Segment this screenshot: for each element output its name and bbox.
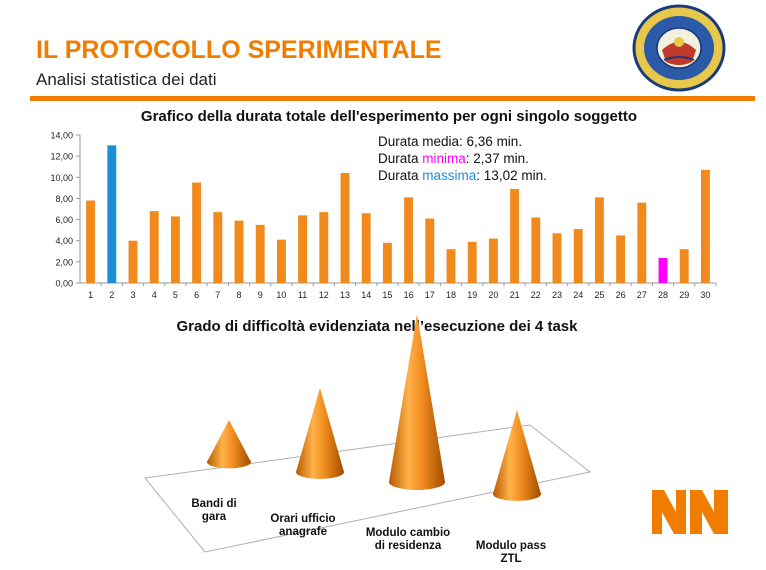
bar-subject-9 — [255, 224, 265, 283]
bar-subject-19 — [467, 241, 477, 283]
x-tick-label: 29 — [679, 290, 689, 300]
y-tick-label: 0,00 — [55, 279, 73, 289]
y-tick-label: 8,00 — [55, 194, 73, 204]
x-tick-label: 30 — [700, 290, 710, 300]
stat-minimum: Durata minima: 2,37 min. — [378, 151, 529, 166]
x-tick-label: 21 — [510, 290, 520, 300]
x-tick-label: 26 — [616, 290, 626, 300]
x-tick-label: 14 — [361, 290, 371, 300]
cone-4 — [493, 410, 541, 501]
stat-average-text: Durata media: 6,36 min. — [378, 134, 523, 149]
x-tick-label: 4 — [152, 290, 157, 300]
x-tick-label: 17 — [425, 290, 435, 300]
bar-subject-28 — [658, 257, 668, 283]
bar-subject-13 — [340, 173, 350, 283]
x-tick-label: 25 — [594, 290, 604, 300]
task-label-cambio-residenza: Modulo cambio di residenza — [365, 527, 451, 552]
bar-subject-18 — [446, 249, 456, 283]
x-tick-label: 13 — [340, 290, 350, 300]
stat-average: Durata media: 6,36 min. — [378, 134, 522, 149]
bar-subject-17 — [425, 218, 435, 283]
x-tick-label: 19 — [467, 290, 477, 300]
bar-subject-1 — [86, 200, 96, 283]
bar-subject-26 — [616, 235, 626, 283]
bar-subject-21 — [510, 188, 520, 283]
cone-3 — [389, 314, 445, 490]
x-tick-label: 23 — [552, 290, 562, 300]
x-tick-label: 7 — [215, 290, 220, 300]
bar-subject-16 — [404, 197, 414, 283]
stat-minimum-word: minima — [422, 151, 466, 166]
x-tick-label: 10 — [276, 290, 286, 300]
x-tick-label: 18 — [446, 290, 456, 300]
bar-subject-4 — [149, 211, 159, 283]
x-tick-label: 28 — [658, 290, 668, 300]
x-tick-label: 6 — [194, 290, 199, 300]
y-tick-label: 10,00 — [50, 173, 73, 183]
bar-subject-25 — [594, 197, 604, 283]
title-divider — [30, 96, 755, 101]
page-subtitle: Analisi statistica dei dati — [36, 70, 217, 89]
bar-subject-12 — [319, 212, 329, 283]
bar-subject-15 — [382, 242, 392, 283]
university-seal-logo — [632, 4, 726, 92]
stat-minimum-suffix: : 2,37 min. — [465, 151, 529, 166]
task-label-bandi: Bandi di gara — [191, 498, 237, 523]
x-tick-label: 24 — [573, 290, 583, 300]
bar-subject-3 — [128, 240, 138, 283]
task-label-orari: Orari ufficio anagrafe — [270, 513, 336, 538]
stat-maximum-suffix: : 13,02 min. — [476, 168, 547, 183]
cone-1 — [207, 420, 251, 469]
bar-subject-30 — [700, 169, 710, 283]
bar-subject-23 — [552, 233, 562, 283]
x-tick-label: 27 — [637, 290, 647, 300]
stat-maximum: Durata massima: 13,02 min. — [378, 168, 547, 183]
y-tick-label: 2,00 — [55, 257, 73, 267]
stat-maximum-prefix: Durata — [378, 168, 423, 183]
cone-chart-title: Grado di difficoltà evidenziata nell’ese… — [176, 318, 578, 335]
bar-subject-6 — [192, 182, 202, 283]
nn-logo — [652, 490, 728, 534]
bar-subject-8 — [234, 220, 244, 283]
x-tick-label: 1 — [88, 290, 93, 300]
bar-subject-22 — [531, 217, 541, 283]
bar-chart-title: Grafico della durata totale dell'esperim… — [140, 108, 638, 125]
bar-subject-7 — [213, 212, 223, 283]
bar-subject-27 — [637, 202, 647, 283]
x-tick-label: 16 — [404, 290, 414, 300]
bar-subject-20 — [488, 238, 498, 283]
stat-maximum-word: massima — [422, 168, 477, 183]
x-tick-label: 20 — [488, 290, 498, 300]
bar-subject-10 — [276, 239, 286, 283]
stat-minimum-prefix: Durata — [378, 151, 423, 166]
x-tick-label: 5 — [173, 290, 178, 300]
task-label-pass-ztl: Modulo pass ZTL — [475, 540, 547, 565]
bar-subject-14 — [361, 213, 371, 283]
x-tick-label: 22 — [531, 290, 541, 300]
x-tick-label: 2 — [109, 290, 114, 300]
x-tick-label: 8 — [236, 290, 241, 300]
x-tick-label: 11 — [298, 290, 307, 300]
bar-subject-2 — [107, 145, 117, 283]
cone-2 — [296, 388, 344, 479]
page-title: IL PROTOCOLLO SPERIMENTALE — [36, 36, 442, 64]
y-tick-label: 12,00 — [50, 152, 73, 162]
y-tick-label: 6,00 — [55, 215, 73, 225]
bar-subject-5 — [170, 216, 180, 283]
x-tick-label: 9 — [258, 290, 263, 300]
y-tick-label: 14,00 — [50, 131, 73, 141]
bar-subject-11 — [298, 215, 308, 283]
x-tick-label: 3 — [130, 290, 135, 300]
bar-subject-24 — [573, 229, 583, 283]
y-tick-label: 4,00 — [55, 236, 73, 246]
bar-subject-29 — [679, 249, 689, 283]
x-tick-label: 15 — [382, 290, 392, 300]
x-tick-label: 12 — [319, 290, 329, 300]
